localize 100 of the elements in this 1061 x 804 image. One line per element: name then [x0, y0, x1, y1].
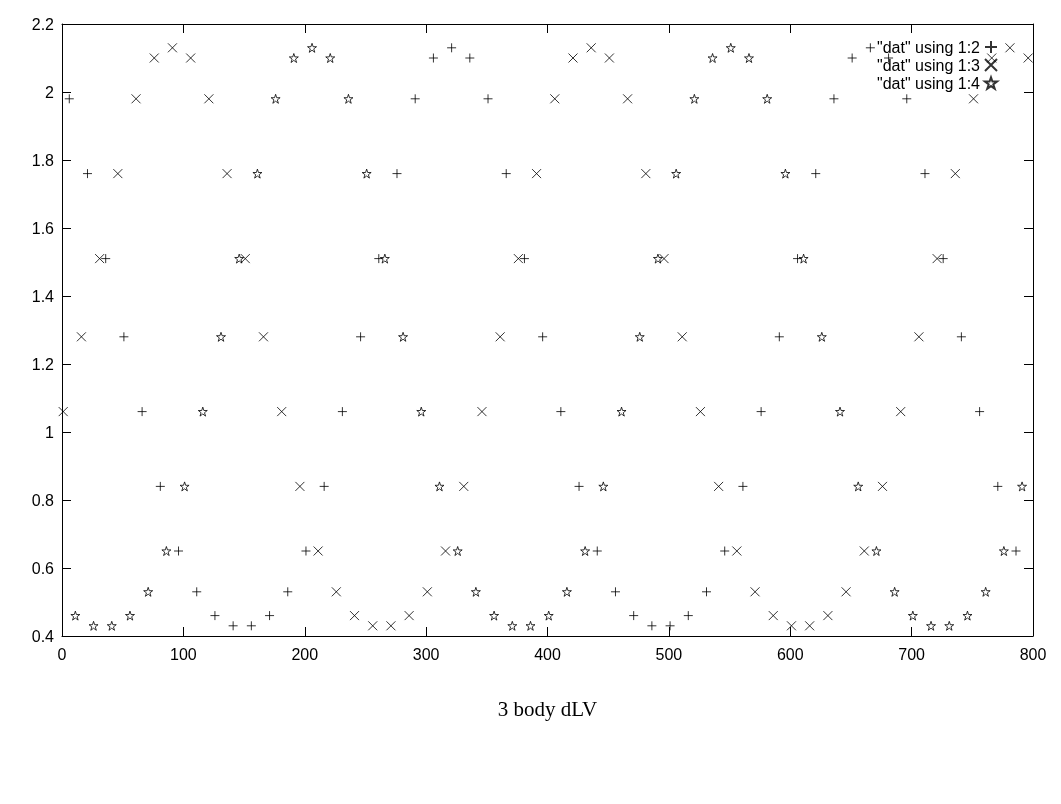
- point: [707, 53, 718, 63]
- point: [398, 331, 409, 342]
- point: [634, 331, 645, 342]
- point: [841, 586, 852, 597]
- x-tick-label: 400: [534, 645, 561, 663]
- point: [859, 546, 870, 556]
- point: [422, 586, 433, 597]
- point: [938, 253, 949, 264]
- point: [197, 406, 208, 417]
- point: [495, 331, 506, 342]
- point: [470, 586, 481, 597]
- y-tick-label: 1.2: [31, 355, 55, 373]
- point: [228, 620, 239, 631]
- point: [986, 53, 997, 63]
- point: [428, 53, 439, 63]
- point: [780, 168, 791, 179]
- point: [816, 331, 827, 342]
- point: [155, 481, 166, 492]
- x-tick-label: 700: [898, 645, 926, 663]
- y-tick-label: 1.8: [31, 151, 55, 169]
- point: [974, 406, 985, 417]
- point: [367, 620, 378, 631]
- point: [179, 481, 190, 492]
- point: [446, 42, 457, 53]
- point: [452, 546, 463, 556]
- point: [652, 253, 663, 264]
- point: [203, 93, 214, 104]
- point: [416, 406, 427, 417]
- point: [689, 93, 700, 104]
- point: [343, 93, 354, 104]
- point: [106, 620, 117, 631]
- point: [464, 53, 475, 63]
- point: [191, 586, 202, 597]
- point: [331, 586, 342, 597]
- point: [294, 481, 305, 492]
- point: [768, 610, 779, 621]
- point: [640, 168, 651, 179]
- point: [519, 253, 530, 264]
- point: [64, 93, 75, 104]
- y-tick-label: 0.6: [31, 559, 55, 577]
- point: [598, 481, 609, 492]
- point: [725, 42, 736, 53]
- point: [161, 546, 172, 556]
- point: [391, 168, 402, 179]
- point: [434, 481, 445, 492]
- point: [216, 331, 226, 342]
- point: [743, 53, 754, 63]
- point: [580, 546, 591, 556]
- point: [313, 546, 324, 556]
- point: [483, 93, 494, 104]
- point: [756, 406, 767, 417]
- point: [282, 586, 293, 597]
- point: [828, 93, 839, 104]
- point: [252, 168, 263, 179]
- point: [258, 331, 269, 342]
- point: [288, 53, 299, 63]
- point: [628, 610, 639, 621]
- point: [507, 620, 518, 631]
- point: [276, 406, 287, 417]
- point: [100, 253, 111, 264]
- point: [149, 53, 160, 63]
- point: [70, 610, 81, 621]
- point: [501, 168, 512, 179]
- point: [555, 406, 566, 417]
- point: [458, 481, 469, 492]
- point: [385, 620, 396, 631]
- point: [337, 406, 348, 417]
- point: [877, 481, 888, 492]
- point: [616, 406, 627, 417]
- point: [956, 331, 967, 342]
- point: [919, 168, 930, 179]
- point: [131, 93, 142, 104]
- x-tick-label: 0: [57, 645, 67, 663]
- point: [307, 42, 318, 53]
- point: [325, 53, 336, 63]
- point: [786, 620, 797, 631]
- point: [525, 620, 536, 631]
- point: [944, 620, 955, 631]
- point: [1011, 546, 1022, 556]
- x-tick-label: 300: [412, 645, 440, 663]
- point: [410, 93, 421, 104]
- point: [646, 620, 657, 631]
- legend-label: "dat" using 1:4: [877, 74, 981, 92]
- point: [185, 53, 196, 63]
- point: [76, 331, 87, 342]
- point: [998, 546, 1009, 556]
- point: [355, 331, 366, 342]
- point: [440, 546, 451, 556]
- point: [671, 168, 682, 179]
- point: [222, 168, 233, 179]
- legend-label: "dat" using 1:2: [877, 38, 981, 56]
- point: [950, 168, 961, 179]
- point: [737, 481, 748, 492]
- point: [234, 253, 245, 264]
- point: [513, 253, 524, 264]
- point: [209, 610, 220, 621]
- point: [604, 53, 615, 63]
- point: [531, 168, 542, 179]
- point: [88, 620, 99, 631]
- point: [300, 546, 311, 556]
